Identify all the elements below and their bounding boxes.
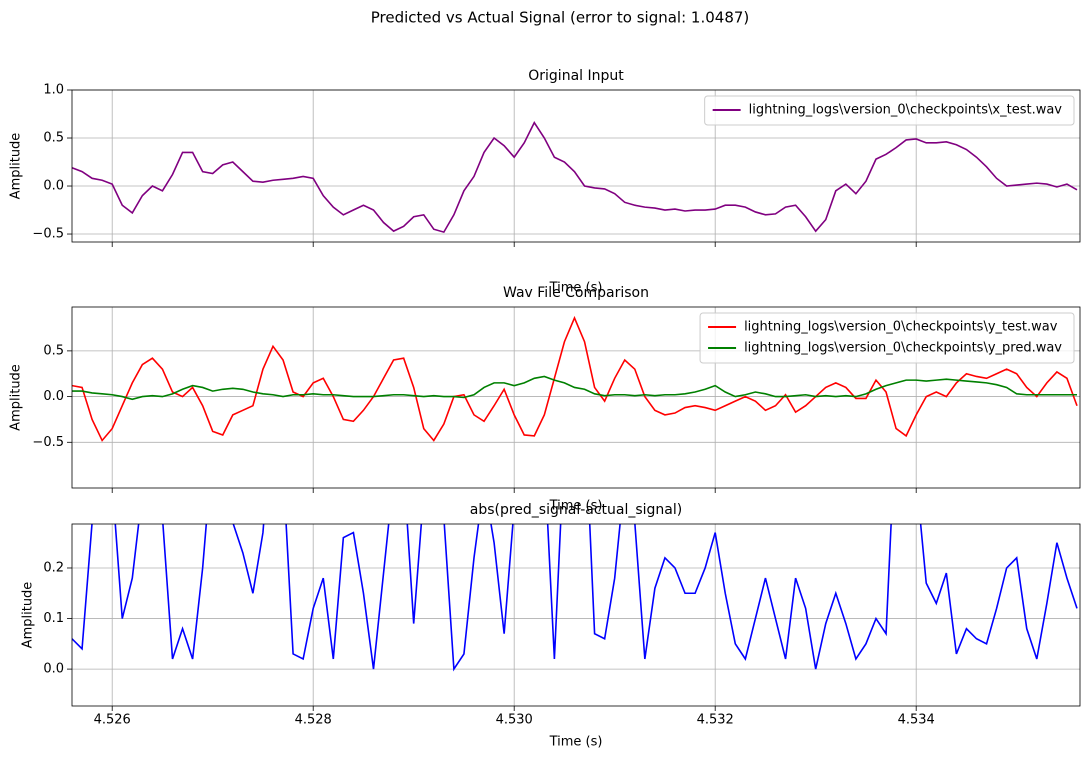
- legend-label: lightning_logs\version_0\checkpoints\y_p…: [744, 341, 1062, 356]
- legend: lightning_logs\version_0\checkpoints\x_t…: [704, 95, 1075, 126]
- y-tick-label: 0.0: [43, 662, 64, 677]
- y-tick-label: 0.2: [43, 560, 64, 575]
- legend: lightning_logs\version_0\checkpoints\y_t…: [699, 312, 1075, 364]
- y-axis-label: Amplitude: [9, 364, 24, 431]
- subplot: Original Input −0.5 0.0 0.5 1.0 Time (s) Ampli…: [9, 68, 1081, 296]
- x-axis-label: Time (s): [549, 735, 603, 750]
- y-tick-label: 0.0: [43, 389, 64, 404]
- legend-label: lightning_logs\version_0\checkpoints\y_t…: [744, 320, 1058, 335]
- y-tick-label: 0.5: [43, 131, 64, 146]
- y-axis-label: Amplitude: [21, 582, 36, 649]
- subplot-title: Original Input: [528, 68, 624, 84]
- y-tick-label: 0.5: [43, 343, 64, 358]
- x-tick-label: 4.528: [295, 713, 332, 728]
- y-axis-label: Amplitude: [9, 133, 24, 200]
- legend-box: [704, 95, 1075, 126]
- axes-frame: [71, 89, 1081, 243]
- series-line: [72, 524, 1078, 672]
- y-tick-label: 1.0: [43, 83, 64, 98]
- subplot-title: abs(pred_signal-actual_signal): [470, 502, 683, 518]
- x-tick-label: 4.530: [496, 713, 533, 728]
- axes-frame: [71, 523, 1081, 707]
- y-tick-label: −0.5: [32, 227, 64, 242]
- series-line: [72, 375, 1077, 401]
- subplot: abs(pred_signal-actual_signal) 4.526 4.528…: [21, 502, 1081, 750]
- series-line: [72, 315, 1078, 442]
- x-tick-label: 4.526: [94, 713, 131, 728]
- axes-frame: [71, 306, 1081, 489]
- x-axis-label: Time (s): [549, 499, 603, 514]
- subplot: Wav File Comparison −0.5 0.0 0.5 Time (s) Amp…: [9, 285, 1081, 514]
- subplot-title: Wav File Comparison: [503, 285, 649, 301]
- x-tick-label: 4.534: [898, 713, 935, 728]
- y-tick-label: 0.1: [43, 611, 64, 626]
- x-axis-label: Time (s): [549, 281, 603, 296]
- legend-box: [699, 312, 1075, 364]
- figure-title: Predicted vs Actual Signal (error to sig…: [371, 9, 750, 27]
- series-line: [72, 121, 1078, 234]
- y-tick-label: 0.0: [43, 179, 64, 194]
- x-tick-label: 4.532: [697, 713, 734, 728]
- legend-label: lightning_logs\version_0\checkpoints\x_t…: [749, 103, 1063, 118]
- y-tick-label: −0.5: [32, 435, 64, 450]
